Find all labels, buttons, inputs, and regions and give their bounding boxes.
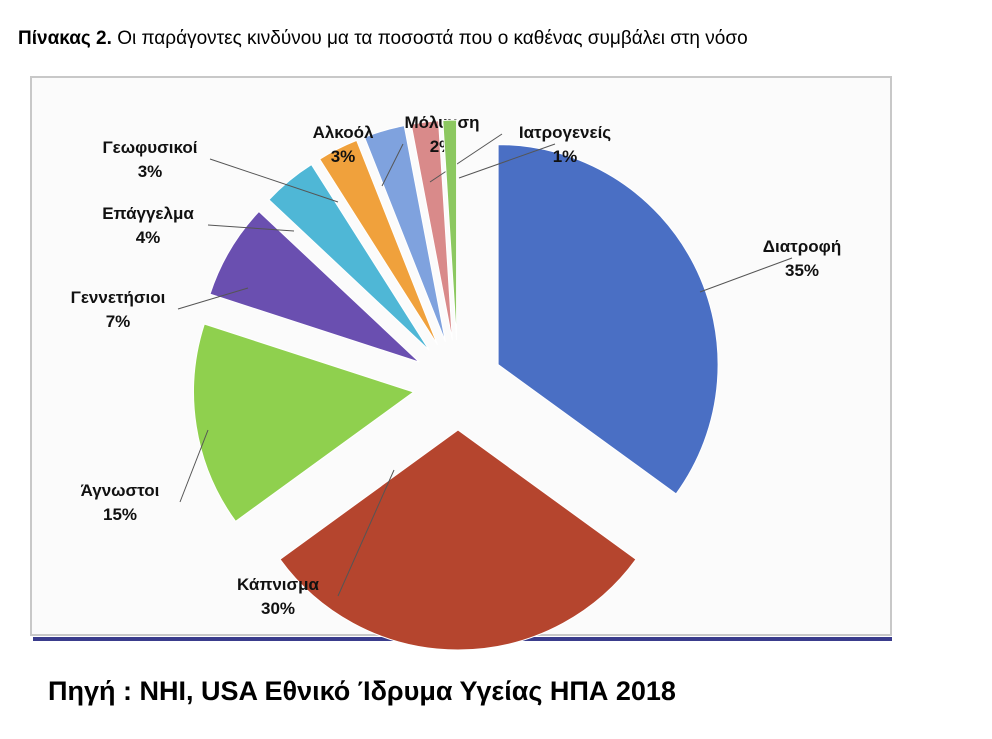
slice-name-label: Γεννετήσιοι: [71, 288, 166, 307]
slice-value-label: 4%: [136, 228, 161, 247]
leader-line: [381, 143, 404, 187]
slice-name-label: Διατροφή: [763, 237, 841, 256]
pie-slice: [193, 323, 415, 523]
slice-name-label: Επάγγελμα: [102, 204, 194, 223]
pie-slice: [442, 119, 458, 341]
pie-slice: [209, 210, 420, 363]
leader-line: [699, 257, 793, 293]
leader-line: [209, 158, 339, 203]
slice-value-label: 3%: [331, 147, 356, 166]
leader-line: [179, 429, 209, 503]
slice-value-label: 3%: [138, 162, 163, 181]
pie-slice: [410, 120, 453, 341]
slice-name-label: Άγνωστοι: [81, 481, 160, 500]
leader-line: [207, 224, 295, 232]
pie-slice: [497, 144, 719, 495]
leader-line: [177, 287, 249, 310]
source-note: Πηγή : NHI, USA Εθνικό Ίδρυμα Υγείας ΗΠΑ…: [48, 676, 676, 706]
slice-value-label: 7%: [106, 312, 131, 331]
slice-name-label: Μόλυνση: [404, 113, 479, 132]
slice-value-label: 1%: [553, 147, 578, 166]
slice-name-label: Κάπνισμα: [237, 575, 320, 594]
slice-value-label: 30%: [261, 599, 295, 618]
pie-slice: [318, 139, 439, 346]
slice-name-label: Γεωφυσικοί: [102, 138, 197, 157]
leader-line: [429, 133, 503, 183]
caption-text: Οι παράγοντες κινδύνου μα τα ποσοστά που…: [117, 28, 748, 49]
slice-value-label: 35%: [785, 261, 819, 280]
leader-line: [337, 469, 395, 597]
slice-name-label: Ιατρογενείς: [519, 123, 611, 142]
leader-line: [458, 143, 556, 179]
caption-prefix: Πίνακας 2.: [18, 28, 112, 49]
slice-value-label: 15%: [103, 505, 137, 524]
pie-slice: [279, 429, 637, 651]
pie-slice: [268, 163, 430, 351]
slice-name-label: Αλκοόλ: [313, 123, 374, 142]
chart-caption: Πίνακας 2. Οι παράγοντες κινδύνου μα τα …: [18, 28, 748, 50]
